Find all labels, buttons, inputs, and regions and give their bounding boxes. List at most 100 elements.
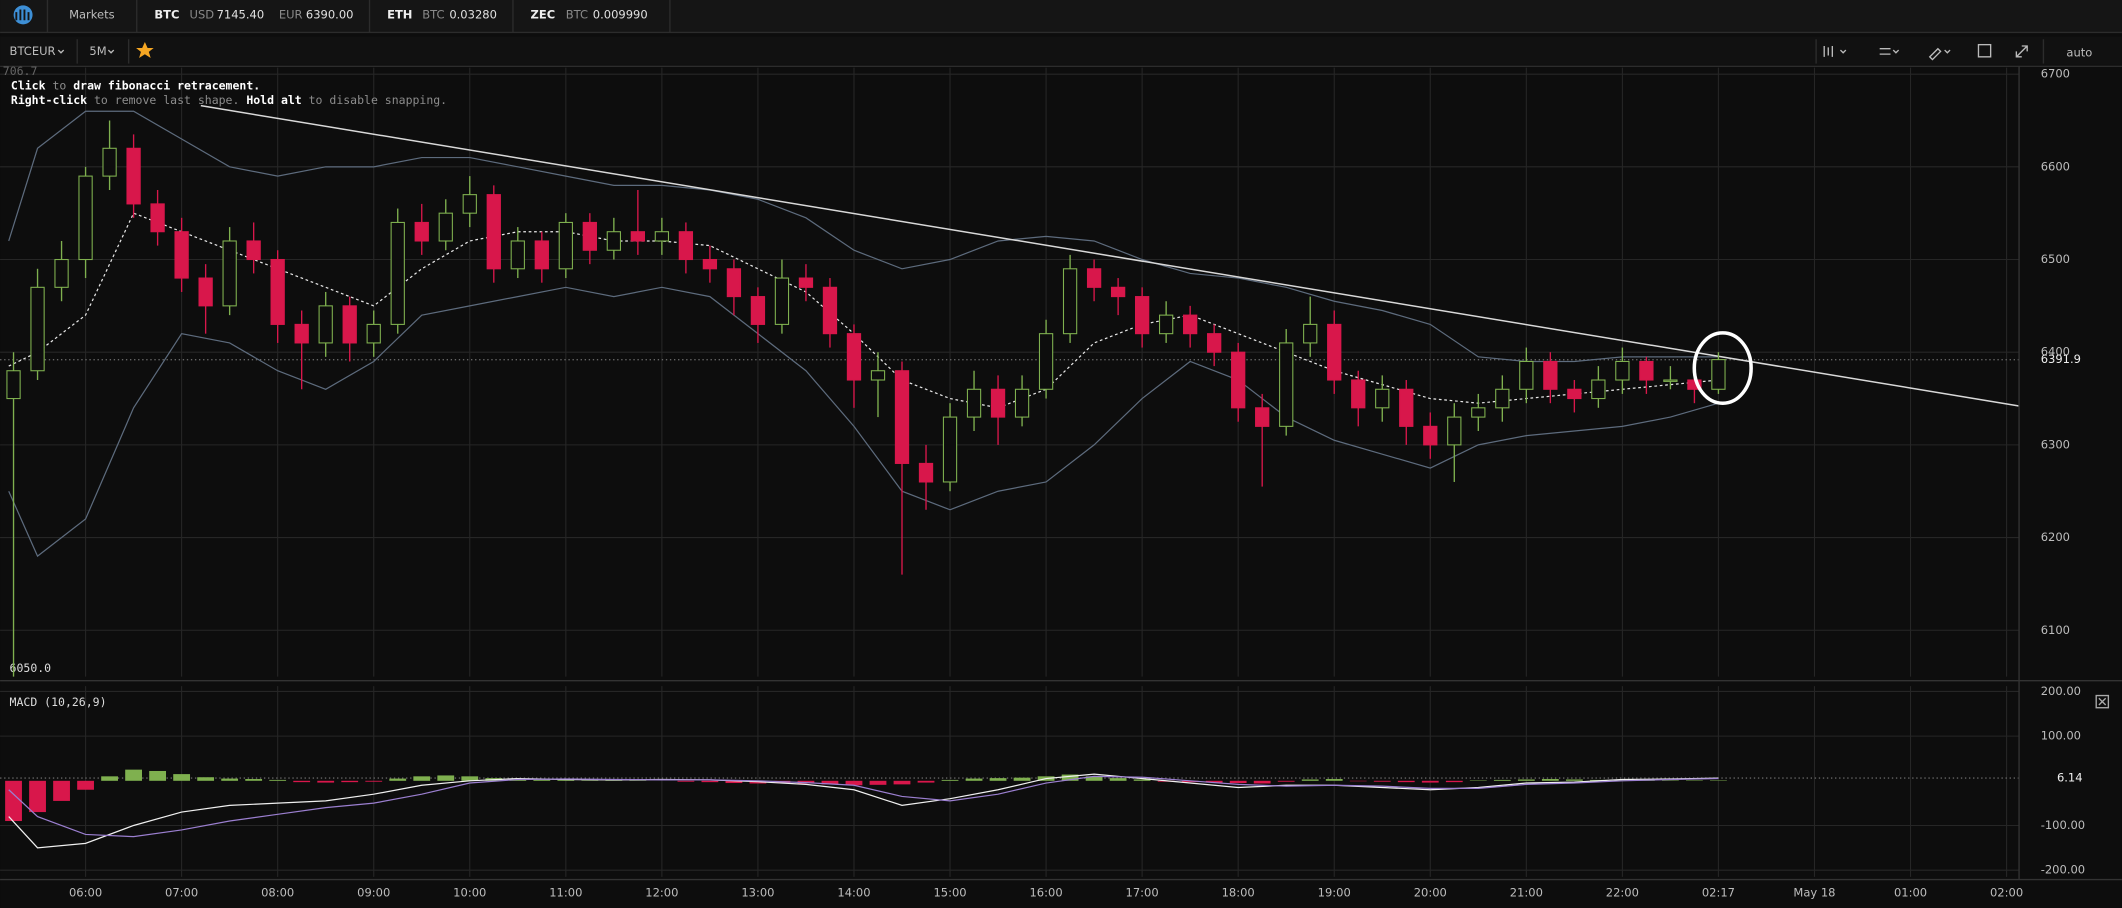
histogram-bar [317,780,335,783]
x-tick-label: 01:00 [1894,886,1927,900]
x-tick-label: 06:00 [69,886,102,900]
histogram-bar [725,780,743,784]
histogram-bar [1205,780,1223,783]
histogram-bar [1373,780,1391,782]
close-indicator[interactable] [2095,694,2110,709]
candle-body [366,323,381,344]
hint-line: Click to draw fibonacci retracement. [11,78,260,92]
histogram-bar [1397,780,1415,783]
highlight-circle [1692,331,1753,406]
histogram-bar [5,780,22,822]
candle-body [1086,268,1102,288]
ticker-symbol: BTC [154,7,179,21]
histogram-bar [1253,780,1271,784]
histogram-bar [269,779,287,781]
candle-body [1615,360,1630,381]
candle-body [534,240,549,270]
price-panel: 6100 6200 6300 6400 6500 6600 6700 706.7 6050.0 6… [0,64,2081,677]
x-tick-label: 02:17 [1702,886,1735,900]
candle-body [78,175,93,261]
histogram-bar [461,776,479,781]
hint-text: to disable snapping. [302,93,447,107]
macd-line [8,775,1719,838]
x-tick-label: 16:00 [1029,886,1062,900]
candle-body [774,277,790,325]
histogram-bar [77,780,94,790]
candle-body [1447,416,1462,446]
draw-button[interactable] [1928,47,1951,61]
interval-selector[interactable]: 5M [89,44,106,58]
macd-panel: MACD (10,26,9) 200.00 100.00 -100.00 -200.00… [0,684,2085,877]
histogram-bar [101,776,118,781]
candle-body [1279,342,1294,427]
candle-body [798,277,814,288]
histogram-bar [1277,780,1295,782]
candle-body [1134,296,1150,335]
screenshot-button[interactable] [1977,43,1992,58]
x-tick-label: 10:00 [453,886,486,900]
quote-unit: EUR [279,7,303,21]
candle-body [822,286,838,335]
histogram-bar [29,780,46,813]
chart-type-button[interactable] [1823,46,1847,57]
histogram-bar [821,780,839,785]
last-price-label: 6391.9 [2041,352,2081,366]
candle-body [462,194,477,214]
histogram-bar [893,780,911,785]
indicator-line [8,286,1719,558]
x-tick-label: 21:00 [1510,886,1543,900]
candle-body [1399,388,1414,427]
candle-body [1110,286,1126,298]
chevron [57,49,65,54]
histogram-bar [437,775,455,781]
range-high-label: 706.7 [3,64,38,78]
markets-link[interactable]: Markets [69,7,115,21]
favorite-star[interactable] [136,41,154,59]
indicator-line [8,110,1719,363]
hint-text: Right-click [11,93,87,107]
candle-body [1591,379,1606,400]
candle-body [1423,425,1438,446]
histogram-bar [413,776,431,781]
candle-body [246,240,261,261]
candle-body [30,286,45,372]
candle-body [198,277,213,307]
fullscreen-button[interactable] [2015,45,2028,58]
indicators-button[interactable] [1879,48,1900,55]
candle-body [1207,333,1222,353]
candle-body [918,462,934,483]
candle-body [942,416,958,483]
histogram-bar [989,778,1007,781]
histogram-bar [1013,777,1031,781]
candle-body [1495,388,1510,409]
x-tick-label: 07:00 [165,886,198,900]
ticker-symbol: ZEC [531,7,556,21]
candle-body [1639,360,1654,381]
histogram-bar [1541,779,1559,781]
candle-body [1183,314,1198,335]
candle-body [1471,407,1486,418]
histogram-bar [1133,779,1151,781]
scale-mode[interactable]: auto [2066,45,2092,59]
histogram-bar [173,774,191,781]
pair-selector[interactable]: BTCEUR [10,44,56,58]
quote-price: 6390.00 [306,7,354,21]
logo[interactable] [13,5,33,25]
y-tick-label: 100.00 [2041,729,2081,743]
histogram-bar [1301,779,1319,781]
quote-unit: USD [190,7,215,21]
candle-body [1711,359,1726,390]
indicator-title: MACD (10,26,9) [10,695,107,709]
candle-body [846,333,862,381]
histogram-bar [533,779,551,781]
histogram-bar [1181,780,1199,783]
histogram-bar [1421,780,1439,783]
histogram-bar [53,780,70,801]
x-tick-label: 09:00 [357,886,390,900]
histogram-bar [1109,778,1127,781]
y-tick-label: 6100 [2041,623,2070,637]
candle-body [1351,379,1366,409]
x-tick-label: 02:00 [1990,886,2023,900]
histogram-bar [245,779,263,781]
candle-body [894,370,910,464]
